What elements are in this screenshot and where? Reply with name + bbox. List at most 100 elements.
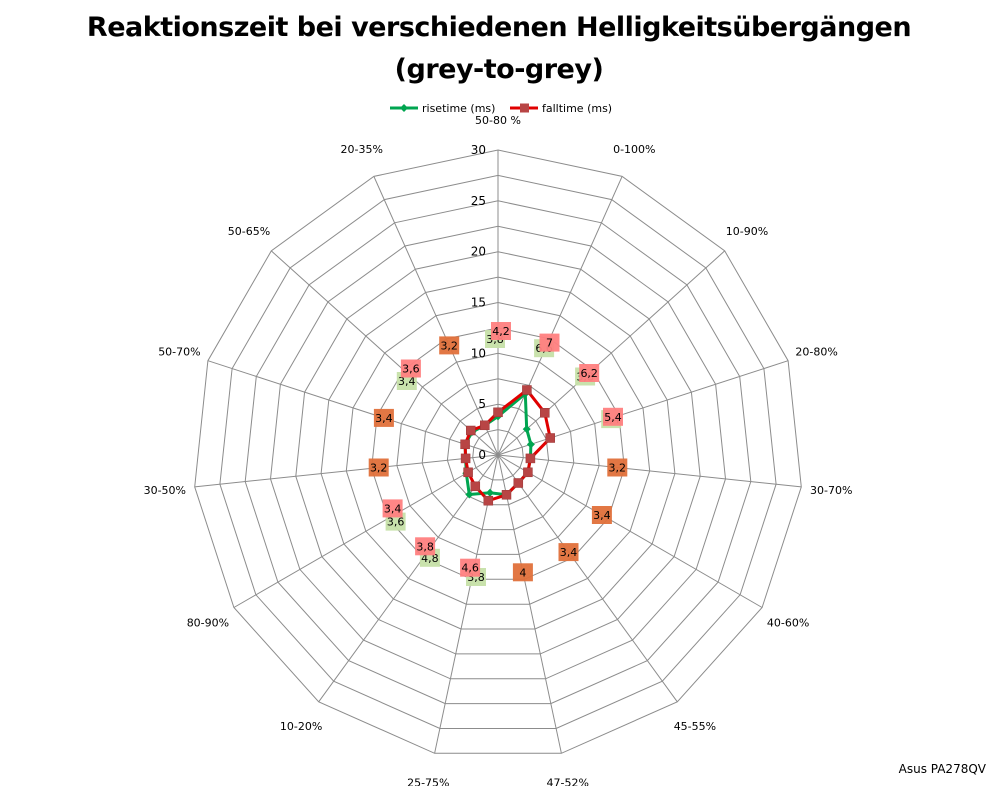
- data-label-falltime: 3,4: [384, 502, 402, 515]
- data-label-falltime: 3,2: [370, 462, 388, 475]
- data-point-falltime: [523, 467, 533, 478]
- data-label-falltime-bg: [539, 333, 560, 352]
- spoke: [194, 454, 499, 488]
- data-point-falltime: [540, 408, 550, 418]
- spoke: [497, 454, 763, 608]
- radial-tick-label: 25: [471, 194, 486, 208]
- data-label-falltime-bg: [382, 499, 403, 518]
- data-point-falltime: [525, 453, 536, 464]
- data-label-falltime: 3,8: [416, 540, 434, 553]
- spoke: [497, 454, 802, 488]
- data-point-falltime: [460, 453, 471, 464]
- data-label-falltime-bg: [603, 407, 623, 426]
- category-label: 80-90%: [187, 617, 229, 630]
- data-label-falltime-bg: [558, 543, 579, 562]
- data-point-falltime: [513, 478, 524, 488]
- data-point-falltime: [480, 420, 490, 431]
- data-label-falltime: 3,2: [440, 339, 458, 352]
- data-label-falltime-bg: [491, 322, 511, 340]
- grid-ring: [320, 276, 676, 630]
- data-point-falltime: [460, 439, 470, 450]
- data-label-falltime-bg: [368, 458, 389, 477]
- data-label-falltime: 3,4: [375, 412, 393, 425]
- data-point-falltime: [522, 385, 532, 395]
- category-label: 30-70%: [810, 484, 852, 497]
- category-label: 10-20%: [280, 720, 322, 733]
- data-point-risetime: [485, 488, 494, 497]
- radial-tick-label: 5: [478, 397, 486, 411]
- legend-label: risetime (ms): [422, 102, 495, 115]
- spoke: [207, 360, 499, 456]
- category-label: 0-100%: [613, 143, 655, 156]
- grid-ring: [396, 352, 600, 555]
- radial-tick-label: 30: [471, 143, 486, 157]
- category-label: 25-75%: [407, 777, 449, 786]
- data-point-falltime: [501, 490, 512, 500]
- grid-ring: [345, 301, 651, 605]
- grid-ring: [295, 251, 701, 655]
- grid-ring: [421, 378, 575, 531]
- data-label-falltime-bg: [512, 563, 533, 582]
- data-label-falltime: 3,2: [609, 462, 627, 475]
- data-label-falltime-bg: [439, 336, 460, 355]
- category-label: 50-70%: [158, 346, 200, 359]
- category-label: 50-80 %: [475, 114, 521, 127]
- spoke: [233, 454, 499, 608]
- grid-ring: [446, 403, 550, 506]
- spoke: [497, 454, 678, 703]
- data-label-falltime-bg: [400, 359, 421, 378]
- data-label-falltime: 5,4: [604, 411, 622, 424]
- chart-title-line1: Reaktionszeit bei verschiedenen Helligke…: [86, 12, 912, 43]
- data-point-falltime: [470, 481, 481, 492]
- data-point-falltime: [545, 433, 555, 443]
- category-label: 20-80%: [795, 346, 837, 359]
- category-label: 20-35%: [340, 143, 382, 156]
- grid-ring: [194, 149, 802, 754]
- source-label: Asus PA278QV: [898, 762, 986, 776]
- data-label-falltime-bg: [579, 364, 600, 382]
- legend-marker-square: [520, 103, 529, 113]
- data-point-falltime: [466, 425, 476, 436]
- spoke: [497, 176, 623, 456]
- data-label-falltime-bg: [607, 458, 628, 477]
- data-label-falltime: 4,6: [461, 562, 479, 575]
- category-label: 40-60%: [767, 617, 809, 630]
- data-label-falltime: 4: [519, 566, 526, 579]
- spoke: [497, 250, 726, 456]
- data-label-falltime-bg: [460, 558, 481, 577]
- radial-tick-label: 10: [471, 346, 486, 360]
- grid-ring: [269, 225, 727, 680]
- spoke: [497, 454, 562, 754]
- data-label-falltime-bg: [373, 408, 394, 427]
- grid-ring: [219, 174, 777, 729]
- radial-tick-label: 0: [478, 448, 486, 462]
- data-point-risetime: [465, 490, 474, 499]
- grid-ring: [371, 327, 625, 580]
- data-label-falltime: 6,2: [580, 367, 598, 380]
- grid-ring: [472, 429, 524, 481]
- data-label-falltime-bg: [415, 537, 436, 556]
- radial-tick-label: 20: [471, 245, 486, 259]
- data-point-risetime: [522, 425, 531, 434]
- spoke: [373, 176, 499, 456]
- category-label: 30-50%: [144, 484, 186, 497]
- radial-tick-label: 15: [471, 296, 486, 310]
- data-point-falltime: [493, 407, 503, 418]
- legend-label: falltime (ms): [542, 102, 612, 115]
- category-label: 45-55%: [674, 720, 716, 733]
- category-label: 10-90%: [726, 225, 768, 238]
- legend-marker-diamond: [400, 104, 408, 112]
- category-label: 50-65%: [228, 225, 270, 238]
- data-point-falltime: [463, 467, 473, 478]
- data-label-falltime: 7: [546, 337, 553, 350]
- data-point-falltime: [483, 495, 494, 506]
- data-label-risetime: 3,6: [387, 516, 405, 529]
- chart-title-line2: (grey-to-grey): [394, 54, 604, 85]
- data-label-falltime: 3,4: [560, 546, 578, 559]
- spoke: [270, 250, 499, 456]
- data-label-falltime-bg: [591, 506, 612, 524]
- category-label: 47-52%: [546, 777, 588, 786]
- series-line-falltime: [463, 387, 552, 503]
